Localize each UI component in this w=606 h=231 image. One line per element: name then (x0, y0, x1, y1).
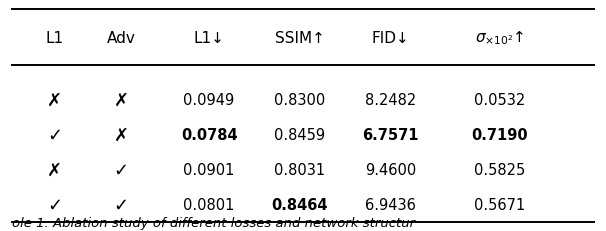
Text: 6.9436: 6.9436 (365, 197, 416, 212)
Text: 0.0949: 0.0949 (184, 93, 235, 108)
Text: 9.4600: 9.4600 (365, 162, 416, 177)
Text: Adv: Adv (107, 31, 136, 46)
Text: 0.8300: 0.8300 (275, 93, 325, 108)
Text: 0.5671: 0.5671 (474, 197, 525, 212)
Text: 0.0801: 0.0801 (184, 197, 235, 212)
Text: 0.8031: 0.8031 (275, 162, 325, 177)
Text: SSIM↑: SSIM↑ (275, 31, 325, 46)
Text: ole 1. Ablation study of different losses and network structur: ole 1. Ablation study of different losse… (12, 216, 415, 229)
Text: ✓: ✓ (114, 161, 128, 179)
Text: $\sigma_{\times 10^2}$↑: $\sigma_{\times 10^2}$↑ (475, 29, 525, 47)
Text: 0.5825: 0.5825 (474, 162, 525, 177)
Text: ✓: ✓ (114, 195, 128, 213)
Text: 0.0532: 0.0532 (474, 93, 525, 108)
Text: 0.0784: 0.0784 (181, 128, 238, 143)
Text: ✗: ✗ (47, 91, 62, 109)
Text: L1: L1 (45, 31, 64, 46)
Text: ✓: ✓ (47, 126, 62, 144)
Text: ✗: ✗ (47, 161, 62, 179)
Text: 8.2482: 8.2482 (365, 93, 416, 108)
Text: ✗: ✗ (114, 91, 128, 109)
Text: ✗: ✗ (114, 126, 128, 144)
Text: ✓: ✓ (47, 195, 62, 213)
Text: 0.8459: 0.8459 (275, 128, 325, 143)
Text: 0.8464: 0.8464 (271, 197, 328, 212)
Text: 0.7190: 0.7190 (471, 128, 528, 143)
Text: L1↓: L1↓ (194, 31, 224, 46)
Text: FID↓: FID↓ (372, 31, 410, 46)
Text: 6.7571: 6.7571 (362, 128, 419, 143)
Text: 0.0901: 0.0901 (184, 162, 235, 177)
